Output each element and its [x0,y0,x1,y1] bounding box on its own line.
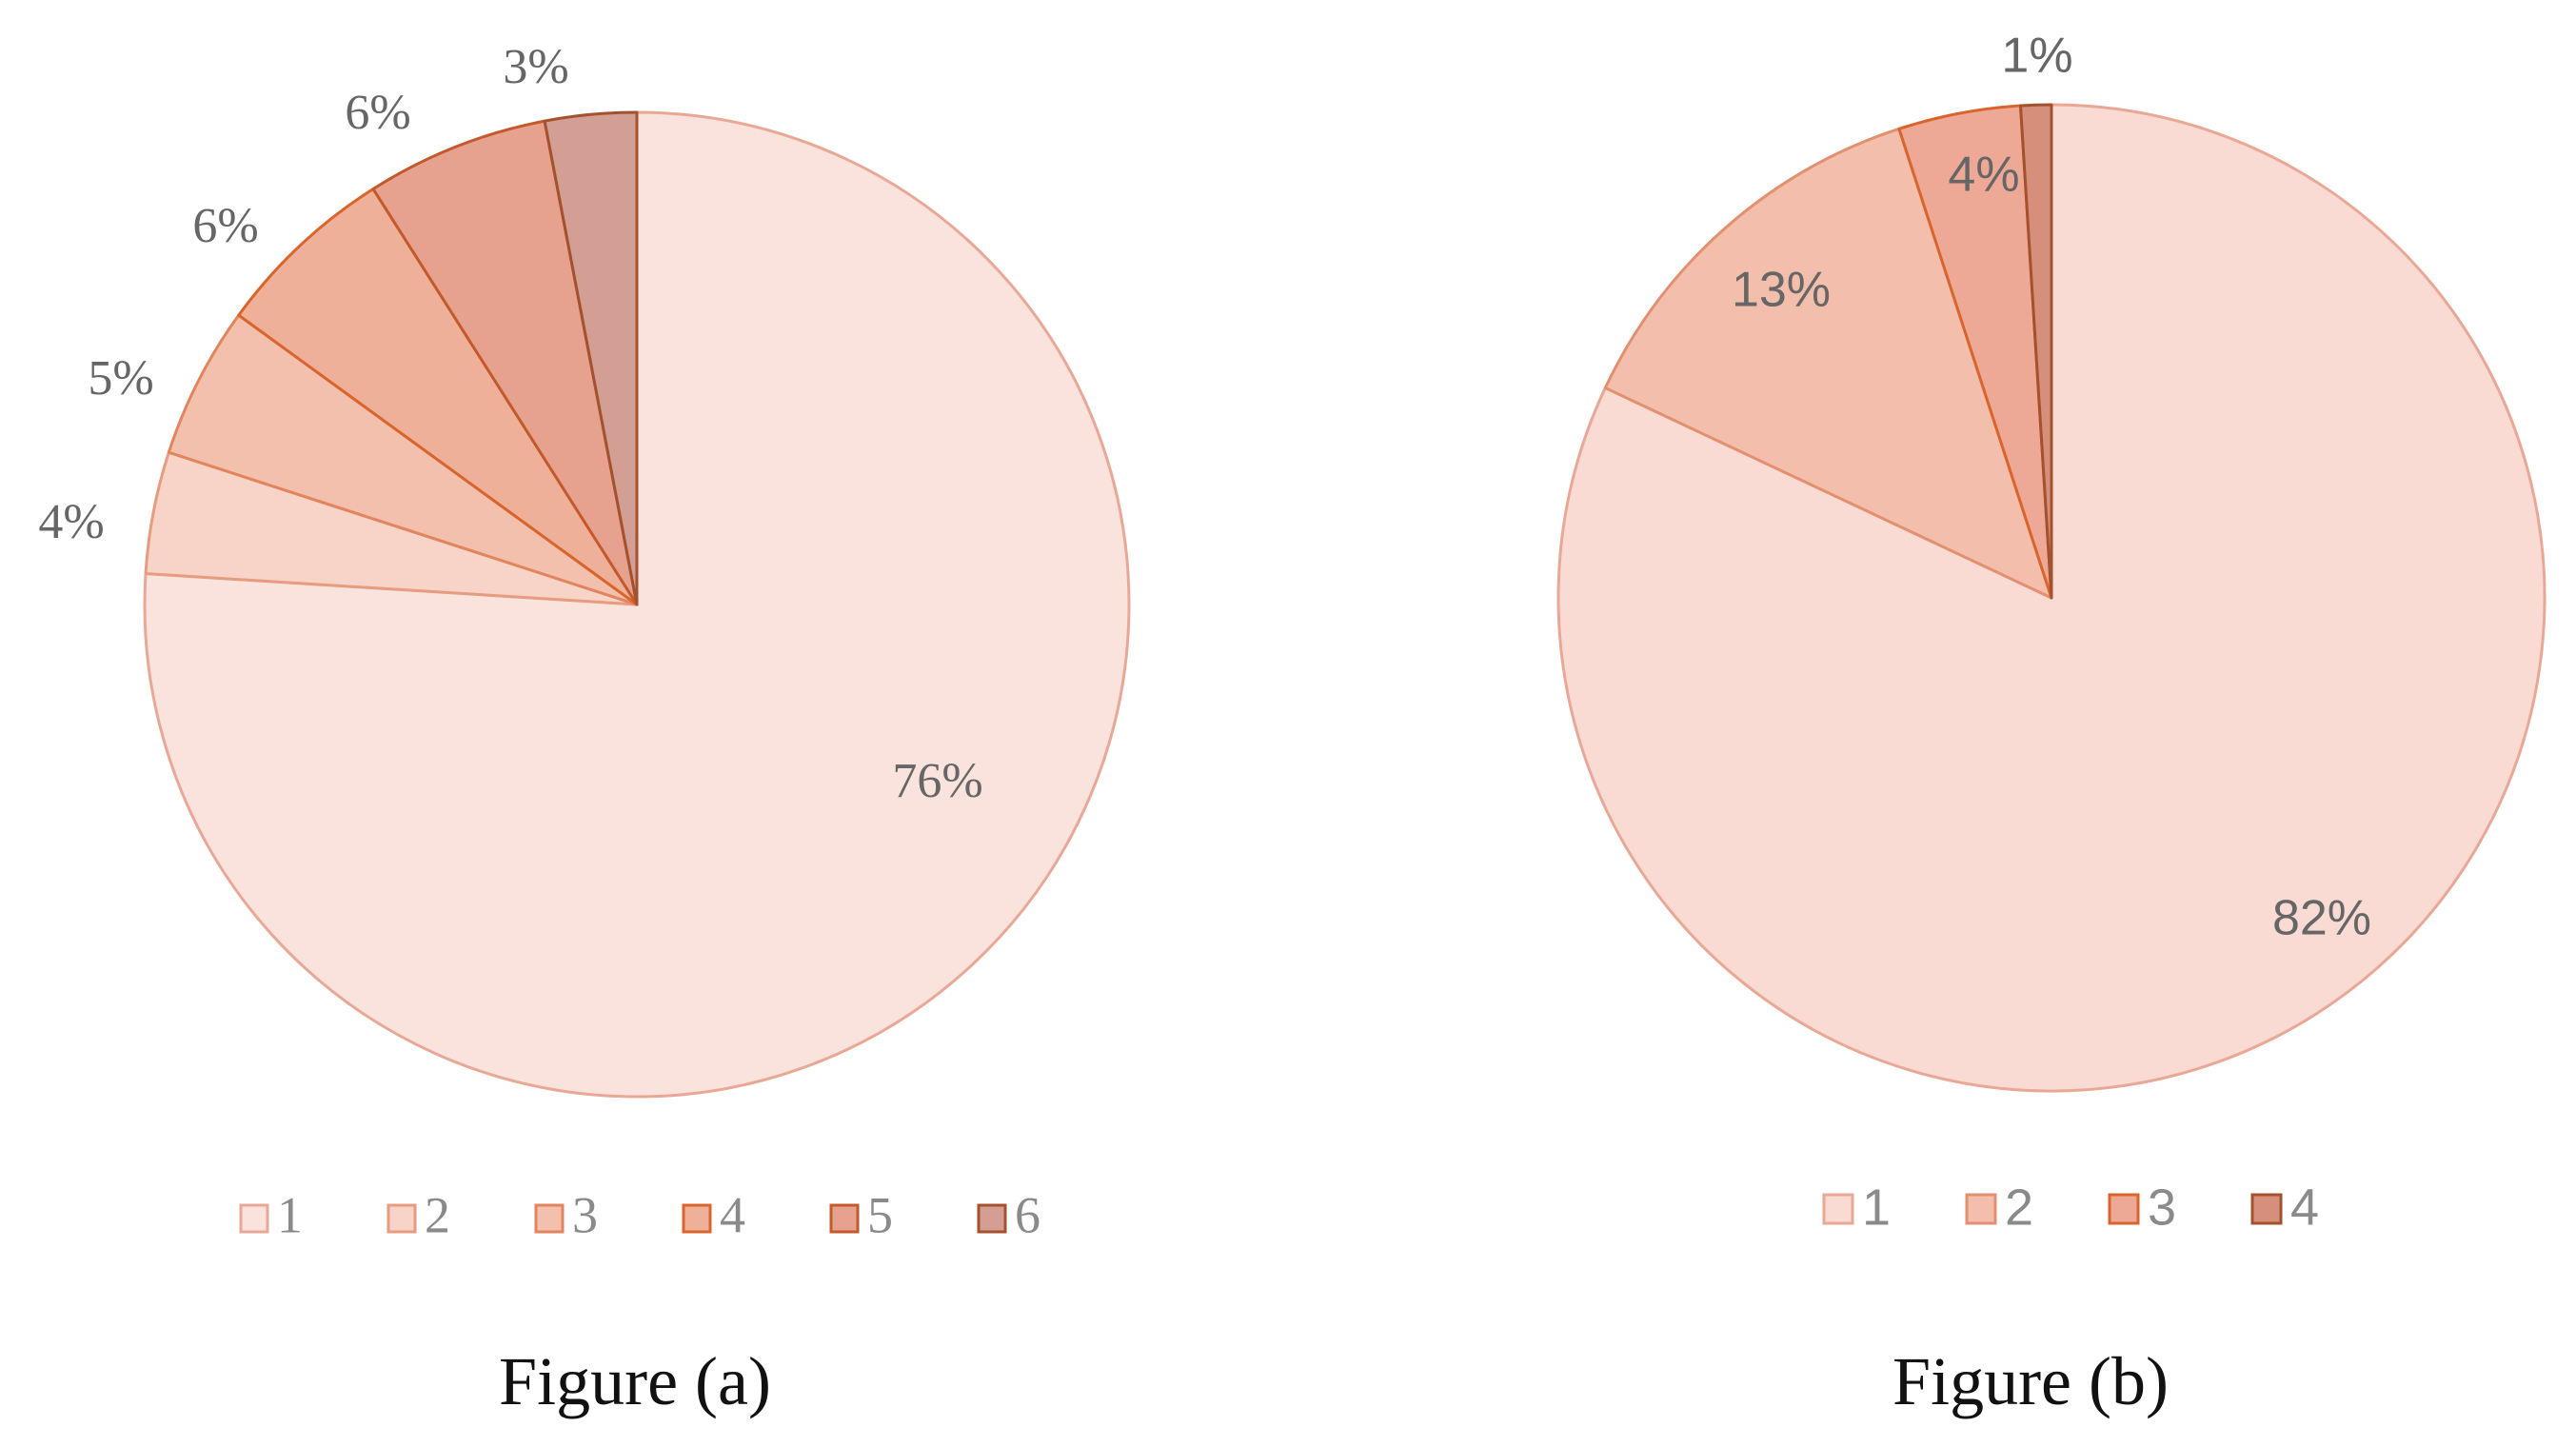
legend-swatch-3 [2108,1193,2140,1225]
legend-label-2: 2 [425,1186,450,1243]
legend-label-1: 1 [277,1186,303,1243]
figure-a-caption: Figure (a) [499,1343,771,1419]
legend-label-4: 4 [720,1186,745,1243]
pie-slice-5 [371,119,639,606]
slice-percent-label-4: 6% [192,199,258,253]
slice-percent-label-3: 5% [88,351,153,406]
figure-b-pie-chart: 82% 13% 4% 1% 1 2 3 4 [1556,29,2546,1236]
slice-percent-label-5: 6% [345,86,410,140]
legend-label-3: 3 [572,1186,598,1243]
legend-label-5: 5 [867,1186,893,1243]
pie-slice-4 [237,187,639,606]
legend-label-3: 3 [2148,1179,2176,1236]
legend-swatch-4 [2250,1193,2283,1225]
legend-label-6: 6 [1015,1186,1040,1243]
legend-swatch-1 [239,1203,269,1234]
figure-b-panel: 82% 13% 4% 1% 1 2 3 4 Figure (b) [1288,0,2576,1447]
pie-slice-3 [167,313,639,606]
legend-swatch-2 [386,1203,417,1234]
pie-slice-4 [2018,103,2053,600]
legend-swatch-6 [977,1203,1007,1234]
pie-slice-2 [1603,127,2053,600]
legend-label-1: 1 [1862,1179,1891,1236]
slice-percent-label-3: 4% [1948,148,2019,203]
slice-percent-label-4: 1% [2001,29,2072,84]
slice-percent-label-1: 82% [2272,891,2371,946]
legend-swatch-1 [1822,1193,1854,1225]
figure-a-pie-chart: 76% 4% 5% 6% 6% 3% 1 2 3 4 5 6 [38,40,1131,1243]
legend-swatch-2 [1965,1193,1997,1225]
figure-b-caption: Figure (b) [1892,1343,2169,1419]
pie-slice-6 [543,110,639,606]
legend-swatch-4 [682,1203,712,1234]
legend-swatch-5 [829,1203,860,1234]
slice-percent-label-6: 3% [503,40,568,94]
slice-percent-label-2: 4% [38,495,104,549]
legend-label-4: 4 [2290,1179,2319,1236]
slice-percent-label-1: 76% [892,754,982,808]
legend-label-2: 2 [2005,1179,2033,1236]
figure-a-panel: 76% 4% 5% 6% 6% 3% 1 2 3 4 5 6 Figure (a) [38,40,1131,1419]
slice-percent-label-2: 13% [1732,263,1831,318]
legend-swatch-3 [534,1203,565,1234]
